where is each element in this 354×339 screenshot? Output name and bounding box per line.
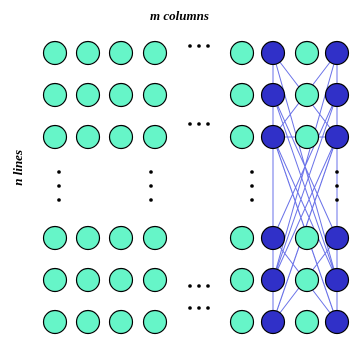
node-right-r5-c2 — [294, 309, 320, 335]
ellipsis-dot — [149, 184, 153, 188]
node-right-r3-c2 — [294, 225, 320, 251]
node-left-r1-c0 — [42, 82, 68, 108]
node-active-r3-c1 — [260, 225, 286, 251]
node-left-r2-c0 — [42, 124, 68, 150]
ellipsis-dot — [335, 198, 339, 202]
node-right-r4-c2 — [294, 267, 320, 293]
node-left-r4-c1 — [75, 267, 101, 293]
node-left-r0-c3 — [142, 40, 168, 66]
ellipsis-dot — [197, 44, 201, 48]
link-line — [272, 94, 338, 239]
node-active-r4-c3 — [324, 267, 350, 293]
node-right-r3-c0 — [229, 225, 255, 251]
node-active-r2-c3 — [324, 124, 350, 150]
node-right-r2-c0 — [229, 124, 255, 150]
node-left-r1-c2 — [108, 82, 134, 108]
node-grid — [42, 40, 350, 335]
node-active-r1-c1 — [260, 82, 286, 108]
node-left-r2-c2 — [108, 124, 134, 150]
ellipsis-dot — [57, 184, 61, 188]
node-active-r0-c1 — [260, 40, 286, 66]
ellipsis-dot — [206, 122, 210, 126]
node-right-r2-c2 — [294, 124, 320, 150]
ellipsis-dot — [149, 170, 153, 174]
ellipsis-dot — [197, 122, 201, 126]
node-left-r4-c2 — [108, 267, 134, 293]
node-right-r5-c0 — [229, 309, 255, 335]
ellipsis-dot — [57, 170, 61, 174]
node-left-r0-c1 — [75, 40, 101, 66]
node-right-r0-c2 — [294, 40, 320, 66]
node-active-r2-c1 — [260, 124, 286, 150]
node-left-r2-c3 — [142, 124, 168, 150]
link-line — [272, 94, 338, 281]
node-left-r0-c2 — [108, 40, 134, 66]
node-active-r0-c3 — [324, 40, 350, 66]
node-left-r3-c0 — [42, 225, 68, 251]
ellipsis-dot — [206, 284, 210, 288]
node-left-r3-c2 — [108, 225, 134, 251]
node-left-r5-c3 — [142, 309, 168, 335]
ellipsis-dot — [197, 284, 201, 288]
ellipsis-dot — [335, 184, 339, 188]
node-left-r2-c1 — [75, 124, 101, 150]
node-active-r5-c1 — [260, 309, 286, 335]
node-right-r0-c0 — [229, 40, 255, 66]
ellipsis-dot — [188, 306, 192, 310]
ellipsis-dot — [57, 198, 61, 202]
ellipsis-dot — [250, 170, 254, 174]
node-active-r4-c1 — [260, 267, 286, 293]
ellipsis-dot — [250, 198, 254, 202]
ellipsis-dot — [335, 170, 339, 174]
ellipsis-dot — [197, 306, 201, 310]
ellipsis-dot — [149, 198, 153, 202]
link-line — [272, 136, 338, 281]
node-active-r3-c3 — [324, 225, 350, 251]
node-right-r4-c0 — [229, 267, 255, 293]
node-left-r5-c2 — [108, 309, 134, 335]
node-left-r4-c0 — [42, 267, 68, 293]
node-left-r1-c1 — [75, 82, 101, 108]
node-left-r5-c0 — [42, 309, 68, 335]
node-left-r0-c0 — [42, 40, 68, 66]
ellipsis-dot — [206, 306, 210, 310]
ellipsis-dot — [188, 44, 192, 48]
ellipsis-dot — [206, 44, 210, 48]
node-left-r1-c3 — [142, 82, 168, 108]
node-left-r4-c3 — [142, 267, 168, 293]
columns-label: m columns — [150, 8, 209, 23]
ellipsis-dot — [188, 284, 192, 288]
node-right-r1-c2 — [294, 82, 320, 108]
ellipsis-dot — [188, 122, 192, 126]
ellipsis-dots — [57, 44, 339, 310]
node-left-r3-c1 — [75, 225, 101, 251]
node-left-r3-c3 — [142, 225, 168, 251]
node-right-r1-c0 — [229, 82, 255, 108]
node-active-r1-c3 — [324, 82, 350, 108]
node-active-r5-c3 — [324, 309, 350, 335]
node-left-r5-c1 — [75, 309, 101, 335]
ellipsis-dot — [250, 184, 254, 188]
